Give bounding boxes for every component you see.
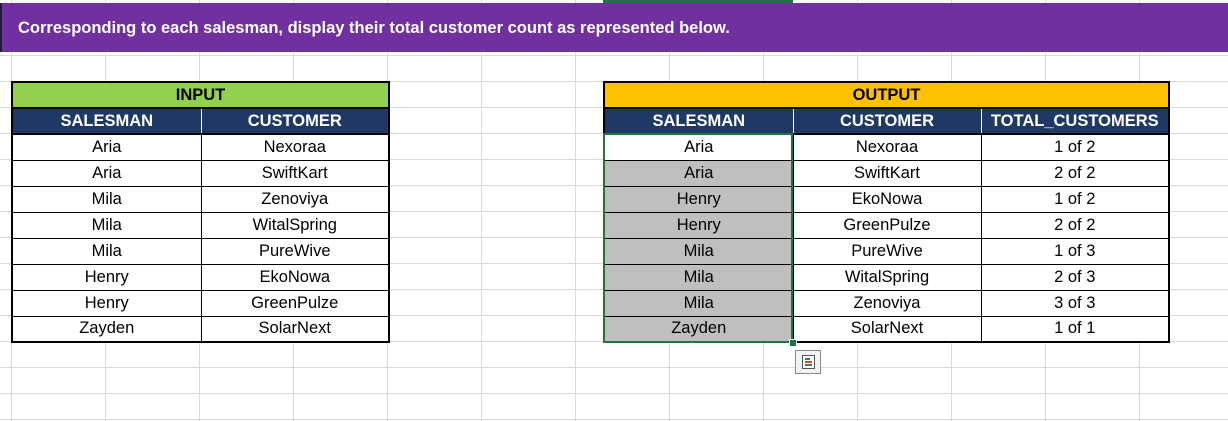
input-salesman-cell[interactable]: Henry xyxy=(11,263,202,291)
input-header-customer[interactable]: CUSTOMER xyxy=(200,107,390,135)
input-title[interactable]: INPUT xyxy=(11,81,390,109)
input-customer-cell[interactable]: Nexoraa xyxy=(200,133,390,161)
table-row: Mila WitalSpring 2 of 3 xyxy=(603,263,1170,291)
output-total-cell[interactable]: 2 of 2 xyxy=(980,211,1170,239)
input-salesman-cell[interactable]: Henry xyxy=(11,289,202,317)
output-salesman-cell[interactable]: Aria xyxy=(603,159,794,187)
output-customer-cell[interactable]: Nexoraa xyxy=(792,133,982,161)
output-customer-cell[interactable]: PureWive xyxy=(792,237,982,265)
output-total-cell[interactable]: 1 of 2 xyxy=(980,185,1170,213)
table-row: Zayden SolarNext 1 of 1 xyxy=(603,315,1170,343)
table-row: Mila WitalSpring xyxy=(11,211,390,239)
input-salesman-cell[interactable]: Mila xyxy=(11,185,202,213)
input-header-salesman[interactable]: SALESMAN xyxy=(11,107,202,135)
input-salesman-cell[interactable]: Aria xyxy=(11,159,202,187)
input-customer-cell[interactable]: GreenPulze xyxy=(200,289,390,317)
quick-analysis-button[interactable] xyxy=(795,350,821,374)
output-header-total-customers[interactable]: TOTAL_CUSTOMERS xyxy=(980,107,1170,135)
table-row: Mila Zenoviya 3 of 3 xyxy=(603,289,1170,317)
input-customer-cell[interactable]: PureWive xyxy=(200,237,390,265)
input-customer-cell[interactable]: SwiftKart xyxy=(200,159,390,187)
input-customer-cell[interactable]: SolarNext xyxy=(200,315,390,343)
input-salesman-cell[interactable]: Mila xyxy=(11,211,202,239)
input-salesman-cell[interactable]: Mila xyxy=(11,237,202,265)
output-total-cell[interactable]: 1 of 2 xyxy=(980,133,1170,161)
output-customer-cell[interactable]: SolarNext xyxy=(792,315,982,343)
fill-handle[interactable] xyxy=(789,339,797,347)
input-salesman-cell[interactable]: Aria xyxy=(11,133,202,161)
output-total-cell[interactable]: 2 of 3 xyxy=(980,263,1170,291)
table-row: Aria SwiftKart 2 of 2 xyxy=(603,159,1170,187)
output-customer-cell[interactable]: EkoNowa xyxy=(792,185,982,213)
output-customer-cell[interactable]: SwiftKart xyxy=(792,159,982,187)
output-salesman-cell[interactable]: Mila xyxy=(603,263,794,291)
output-customer-cell[interactable]: WitalSpring xyxy=(792,263,982,291)
instruction-banner[interactable]: Corresponding to each salesman, display … xyxy=(0,3,1228,52)
output-header-salesman[interactable]: SALESMAN xyxy=(603,107,794,135)
table-row: Mila Zenoviya xyxy=(11,185,390,213)
instruction-text: Corresponding to each salesman, display … xyxy=(18,19,730,37)
output-salesman-cell[interactable]: Zayden xyxy=(603,315,794,343)
table-row: Aria Nexoraa 1 of 2 xyxy=(603,133,1170,161)
output-salesman-cell[interactable]: Henry xyxy=(603,211,794,239)
input-customer-cell[interactable]: EkoNowa xyxy=(200,263,390,291)
table-row: Aria Nexoraa xyxy=(11,133,390,161)
table-row: Aria SwiftKart xyxy=(11,159,390,187)
output-customer-cell[interactable]: GreenPulze xyxy=(792,211,982,239)
table-row: Henry EkoNowa 1 of 2 xyxy=(603,185,1170,213)
output-salesman-cell[interactable]: Mila xyxy=(603,289,794,317)
quick-analysis-icon xyxy=(802,355,815,369)
table-row: Mila PureWive 1 of 3 xyxy=(603,237,1170,265)
active-cell-accent xyxy=(603,0,793,3)
output-salesman-cell[interactable]: Henry xyxy=(603,185,794,213)
output-header-customer[interactable]: CUSTOMER xyxy=(792,107,982,135)
table-row: Henry GreenPulze 2 of 2 xyxy=(603,211,1170,239)
output-total-cell[interactable]: 2 of 2 xyxy=(980,159,1170,187)
input-customer-cell[interactable]: Zenoviya xyxy=(200,185,390,213)
input-salesman-cell[interactable]: Zayden xyxy=(11,315,202,343)
table-row: Henry EkoNowa xyxy=(11,263,390,291)
table-row: Henry GreenPulze xyxy=(11,289,390,317)
output-total-cell[interactable]: 1 of 1 xyxy=(980,315,1170,343)
input-customer-cell[interactable]: WitalSpring xyxy=(200,211,390,239)
input-table: INPUT SALESMAN CUSTOMER Aria Nexoraa Ari… xyxy=(11,81,390,343)
output-total-cell[interactable]: 1 of 3 xyxy=(980,237,1170,265)
output-customer-cell[interactable]: Zenoviya xyxy=(792,289,982,317)
output-salesman-cell[interactable]: Aria xyxy=(603,133,794,161)
output-salesman-cell[interactable]: Mila xyxy=(603,237,794,265)
output-total-cell[interactable]: 3 of 3 xyxy=(980,289,1170,317)
table-row: Mila PureWive xyxy=(11,237,390,265)
output-title[interactable]: OUTPUT xyxy=(603,81,1170,109)
table-row: Zayden SolarNext xyxy=(11,315,390,343)
output-table: OUTPUT SALESMAN CUSTOMER TOTAL_CUSTOMERS… xyxy=(603,81,1170,343)
